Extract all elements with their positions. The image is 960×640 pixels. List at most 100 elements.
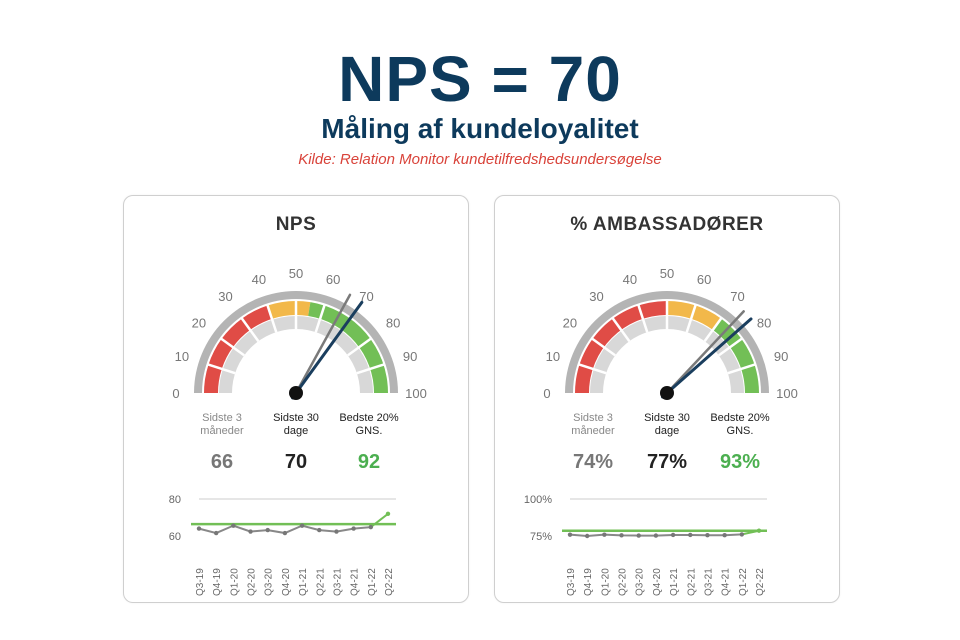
gauge-tick-label: 80 <box>386 315 400 330</box>
spark-point <box>602 532 607 537</box>
gauge-zone-yellow <box>667 301 722 330</box>
gauge-tick-label: 60 <box>697 272 711 287</box>
gauge-tick-label: 0 <box>172 386 179 401</box>
spark-last-segment <box>741 529 760 536</box>
spark-point <box>567 532 573 537</box>
spark-x-tick: Q4-21 <box>350 568 361 596</box>
spark-point <box>299 523 305 528</box>
stat-value-last30: 70 <box>284 451 308 473</box>
spark-x-tick: Q1-22 <box>738 568 749 596</box>
spark-x-tick: Q2-20 <box>618 568 629 596</box>
spark-point <box>265 527 270 533</box>
spark-y-tick: 75% <box>530 531 552 543</box>
spark-y-tick: 80 <box>169 494 181 506</box>
nps-gauge: 0 10 20 30 40 50 60 70 80 90 100 80 60 Q3-19 Q4-19 Q1-2… <box>169 266 427 596</box>
gauge-separator <box>240 317 260 342</box>
gauge-separator <box>611 317 631 342</box>
gauge-tick-label: 10 <box>175 349 189 364</box>
stat-label-best20: Bedste 20% GNS. <box>339 412 399 437</box>
needle-last30 <box>290 300 364 400</box>
spark-point <box>756 528 762 533</box>
gauge-tick-label: 60 <box>326 272 340 287</box>
gauge-separator <box>220 337 245 357</box>
page-subtitle: Måling af kundeloyalitet <box>321 113 639 144</box>
gauge-tick-label: 80 <box>757 315 771 330</box>
gauge-separator <box>578 363 607 375</box>
spark-x-tick: Q4-21 <box>721 568 732 596</box>
spark-point <box>317 527 322 533</box>
card-title: NPS <box>275 214 317 235</box>
spark-x-tick: Q1-22 <box>367 568 378 596</box>
spark-x-tick: Q3-21 <box>332 568 343 596</box>
gauge-separator <box>314 304 326 333</box>
spark-point <box>722 533 727 538</box>
needle-last30 <box>660 317 753 399</box>
spark-point <box>248 529 253 534</box>
spark-x-tick: Q2-22 <box>755 568 766 596</box>
gauge-separator <box>637 304 649 333</box>
gauge-tick-label: 90 <box>403 349 417 364</box>
spark-point <box>705 533 710 538</box>
spark-x-tick: Q2-21 <box>686 568 697 596</box>
source-note: Kilde: Relation Monitor kundetilfredshed… <box>298 151 662 168</box>
stat-label-last30: Sidste 30 dage <box>273 412 319 437</box>
gauge-tick-label: 10 <box>546 349 560 364</box>
spark-x-tick: Q3-21 <box>703 568 714 596</box>
stat-label-best20: Bedste 20% GNS. <box>710 412 770 437</box>
gauge-tick-label: 30 <box>589 289 603 304</box>
gauge-hub <box>289 386 303 400</box>
gauge-tick-label: 70 <box>730 289 744 304</box>
spark-y-tick: 60 <box>169 531 181 543</box>
spark-point <box>653 533 659 538</box>
spark-point <box>282 530 288 536</box>
gauge-separator <box>356 363 385 375</box>
spark-point <box>739 532 745 537</box>
gauge-separator <box>703 317 723 342</box>
spark-point <box>385 511 391 516</box>
stat-value-last30: 77% <box>646 451 688 473</box>
spark-point <box>231 523 236 528</box>
ambassadors-card: % AMBASSADØRER 0 10 20 30 40 50 60 70 80 90 100 100… <box>494 195 840 603</box>
spark-point <box>670 532 676 538</box>
gauge-tick-label: 30 <box>218 289 232 304</box>
gauge-tick-label: 40 <box>252 272 266 287</box>
spark-x-tick: Q1-20 <box>600 568 611 596</box>
spark-point <box>196 526 202 531</box>
gauge-separator <box>266 304 278 333</box>
spark-point <box>334 529 339 534</box>
stat-value-last3: 74% <box>572 451 614 473</box>
gauge-zone-yellow <box>267 301 311 319</box>
spark-point <box>368 524 374 530</box>
stat-label-last3: Sidste 3 måneder <box>571 412 615 437</box>
needle-last3 <box>291 293 352 400</box>
spark-x-tick: Q3-20 <box>264 568 275 596</box>
gauge-tick-label: 20 <box>192 315 206 330</box>
gauge-separator <box>718 337 743 357</box>
gauge-zone-red <box>575 301 667 393</box>
gauge-separator <box>727 363 756 375</box>
spark-x-tick: Q1-21 <box>298 568 309 596</box>
gauge-hub <box>660 386 674 400</box>
gauge-tick-label: 100 <box>405 386 427 401</box>
gauge-tick-label: 50 <box>660 266 674 281</box>
gauge-tick-label: 0 <box>543 386 550 401</box>
gauge-inner-band <box>219 316 373 393</box>
gauge-zone-red <box>204 305 272 393</box>
spark-x-tick: Q3-19 <box>566 568 577 596</box>
spark-point <box>619 533 624 538</box>
gauge-separator <box>207 363 236 375</box>
spark-x-tick: Q2-21 <box>315 568 326 596</box>
spark-x-tick: Q2-20 <box>247 568 258 596</box>
stat-value-best20: 93% <box>719 451 761 473</box>
spark-point <box>584 533 590 539</box>
spark-last-segment <box>370 513 389 528</box>
ambassadors-gauge: 0 10 20 30 40 50 60 70 80 90 100 100% 75% Q3-19 Q4-19 Q… <box>524 266 798 596</box>
gauge-inner-band <box>590 316 744 393</box>
page-title: NPS = 70 <box>338 43 622 115</box>
stat-value-best20: 92 <box>357 451 381 473</box>
gauge-tick-label: 90 <box>774 349 788 364</box>
spark-x-tick: Q4-20 <box>281 568 292 596</box>
spark-x-tick: Q4-19 <box>212 568 223 596</box>
gauge-tick-label: 70 <box>359 289 373 304</box>
spark-x-tick: Q1-20 <box>229 568 240 596</box>
